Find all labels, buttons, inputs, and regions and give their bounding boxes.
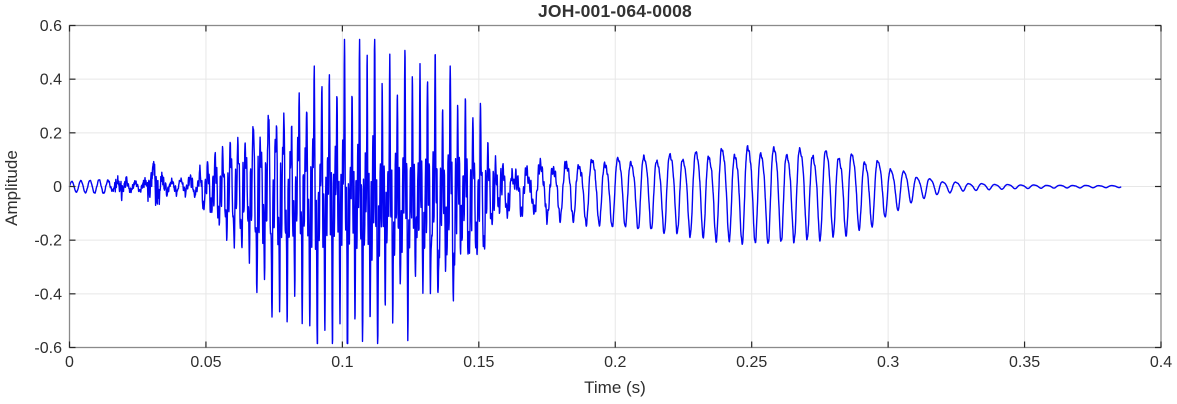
x-tick-label: 0.2 <box>604 354 626 371</box>
x-tick-label: 0.35 <box>1009 354 1040 371</box>
y-tick-label: 0.2 <box>40 125 62 142</box>
y-tick-label: 0.6 <box>40 18 62 35</box>
x-tick-label: 0.05 <box>190 354 221 371</box>
x-tick-label: 0 <box>65 354 74 371</box>
y-tick-label: 0.4 <box>40 72 62 89</box>
y-tick-label: 0 <box>53 179 62 196</box>
chart-title: JOH-001-064-0008 <box>538 1 692 21</box>
y-tick-label: -0.6 <box>34 340 62 357</box>
waveform-line <box>68 38 1122 345</box>
x-tick-label: 0.4 <box>1150 354 1172 371</box>
x-tick-label: 0.1 <box>331 354 353 371</box>
x-tick-label: 0.15 <box>463 354 494 371</box>
x-tick-label: 0.3 <box>877 354 899 371</box>
y-tick-label: -0.4 <box>34 286 62 303</box>
x-axis-label: Time (s) <box>584 378 646 397</box>
x-tick-label: 0.25 <box>736 354 767 371</box>
y-tick-label: -0.2 <box>34 233 62 250</box>
